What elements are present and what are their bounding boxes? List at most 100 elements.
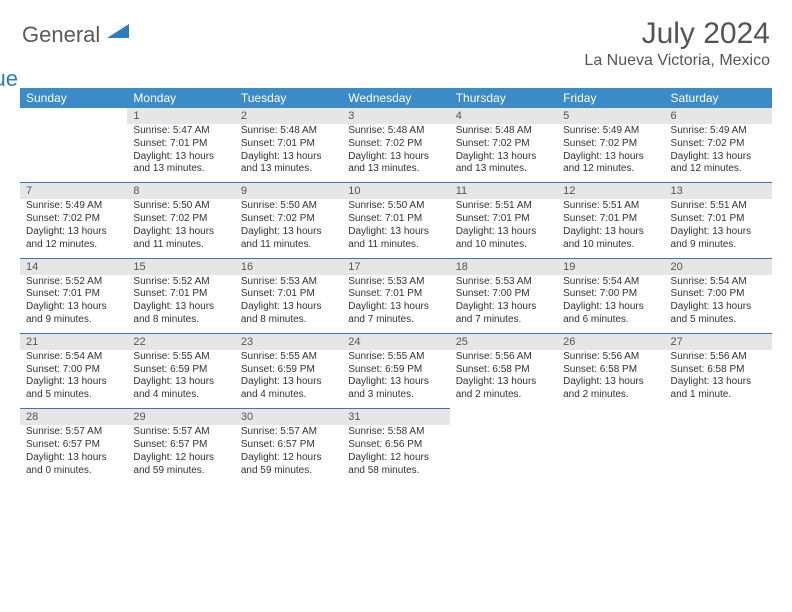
sunset-line: Sunset: 7:01 PM — [671, 213, 766, 226]
sunset-line: Sunset: 7:02 PM — [563, 138, 658, 151]
calendar-day-cell: 28Sunrise: 5:57 AMSunset: 6:57 PMDayligh… — [20, 408, 127, 483]
calendar-day-cell: 17Sunrise: 5:53 AMSunset: 7:01 PMDayligh… — [342, 258, 449, 333]
day-number: 1 — [127, 108, 234, 124]
day-body: Sunrise: 5:50 AMSunset: 7:02 PMDaylight:… — [127, 200, 234, 251]
daylight-line-1: Daylight: 13 hours — [671, 226, 766, 239]
day-number: 11 — [450, 182, 557, 199]
day-body: Sunrise: 5:57 AMSunset: 6:57 PMDaylight:… — [127, 426, 234, 477]
daylight-line-1: Daylight: 13 hours — [26, 376, 121, 389]
daylight-line-1: Daylight: 13 hours — [26, 452, 121, 465]
sunset-line: Sunset: 7:01 PM — [26, 288, 121, 301]
daylight-line-1: Daylight: 13 hours — [26, 226, 121, 239]
daylight-line-1: Daylight: 13 hours — [133, 376, 228, 389]
day-body: Sunrise: 5:58 AMSunset: 6:56 PMDaylight:… — [342, 426, 449, 477]
calendar-day-cell: 31Sunrise: 5:58 AMSunset: 6:56 PMDayligh… — [342, 408, 449, 483]
daylight-line-2: and 13 minutes. — [133, 163, 228, 176]
day-body: Sunrise: 5:55 AMSunset: 6:59 PMDaylight:… — [342, 351, 449, 402]
calendar-day-cell: 20Sunrise: 5:54 AMSunset: 7:00 PMDayligh… — [665, 258, 772, 333]
sunrise-line: Sunrise: 5:48 AM — [348, 125, 443, 138]
day-body: Sunrise: 5:55 AMSunset: 6:59 PMDaylight:… — [235, 351, 342, 402]
daylight-line-1: Daylight: 12 hours — [348, 452, 443, 465]
sunrise-line: Sunrise: 5:50 AM — [133, 200, 228, 213]
daylight-line-2: and 2 minutes. — [456, 389, 551, 402]
day-number: 21 — [20, 333, 127, 350]
calendar-day-cell: 6Sunrise: 5:49 AMSunset: 7:02 PMDaylight… — [665, 108, 772, 182]
sunset-line: Sunset: 7:02 PM — [26, 213, 121, 226]
sunset-line: Sunset: 6:58 PM — [456, 364, 551, 377]
weekday-header: Thursday — [450, 88, 557, 108]
day-number: 19 — [557, 258, 664, 275]
daylight-line-2: and 6 minutes. — [563, 314, 658, 327]
calendar-table: SundayMondayTuesdayWednesdayThursdayFrid… — [20, 88, 772, 483]
daylight-line-2: and 11 minutes. — [133, 239, 228, 252]
daylight-line-2: and 10 minutes. — [456, 239, 551, 252]
day-body: Sunrise: 5:55 AMSunset: 6:59 PMDaylight:… — [127, 351, 234, 402]
sunset-line: Sunset: 7:01 PM — [241, 288, 336, 301]
daylight-line-1: Daylight: 13 hours — [563, 301, 658, 314]
calendar-day-cell: 29Sunrise: 5:57 AMSunset: 6:57 PMDayligh… — [127, 408, 234, 483]
daylight-line-1: Daylight: 13 hours — [671, 151, 766, 164]
day-number: 27 — [665, 333, 772, 350]
weekday-header: Tuesday — [235, 88, 342, 108]
sunset-line: Sunset: 7:01 PM — [133, 288, 228, 301]
sunset-line: Sunset: 7:01 PM — [133, 138, 228, 151]
sunset-line: Sunset: 7:01 PM — [348, 213, 443, 226]
calendar-day-cell: 25Sunrise: 5:56 AMSunset: 6:58 PMDayligh… — [450, 333, 557, 408]
sunset-line: Sunset: 7:00 PM — [26, 364, 121, 377]
calendar-day-cell: 16Sunrise: 5:53 AMSunset: 7:01 PMDayligh… — [235, 258, 342, 333]
calendar-day-cell: 27Sunrise: 5:56 AMSunset: 6:58 PMDayligh… — [665, 333, 772, 408]
day-body: Sunrise: 5:57 AMSunset: 6:57 PMDaylight:… — [20, 426, 127, 477]
day-number: 16 — [235, 258, 342, 275]
sunrise-line: Sunrise: 5:53 AM — [241, 276, 336, 289]
daylight-line-1: Daylight: 13 hours — [348, 301, 443, 314]
sunrise-line: Sunrise: 5:57 AM — [241, 426, 336, 439]
weekday-row: SundayMondayTuesdayWednesdayThursdayFrid… — [20, 88, 772, 108]
sunset-line: Sunset: 7:00 PM — [671, 288, 766, 301]
day-body: Sunrise: 5:47 AMSunset: 7:01 PMDaylight:… — [127, 125, 234, 176]
calendar-week-row: 14Sunrise: 5:52 AMSunset: 7:01 PMDayligh… — [20, 258, 772, 333]
day-body: Sunrise: 5:50 AMSunset: 7:02 PMDaylight:… — [235, 200, 342, 251]
daylight-line-2: and 5 minutes. — [671, 314, 766, 327]
weekday-header: Wednesday — [342, 88, 449, 108]
title-block: July 2024 La Nueva Victoria, Mexico — [584, 18, 770, 70]
sunrise-line: Sunrise: 5:49 AM — [26, 200, 121, 213]
sunset-line: Sunset: 6:56 PM — [348, 439, 443, 452]
sunset-line: Sunset: 7:02 PM — [241, 213, 336, 226]
day-body: Sunrise: 5:53 AMSunset: 7:00 PMDaylight:… — [450, 276, 557, 327]
day-number: 28 — [20, 408, 127, 425]
daylight-line-1: Daylight: 13 hours — [456, 226, 551, 239]
weekday-header: Saturday — [665, 88, 772, 108]
day-body: Sunrise: 5:49 AMSunset: 7:02 PMDaylight:… — [557, 125, 664, 176]
sunrise-line: Sunrise: 5:54 AM — [26, 351, 121, 364]
calendar-week-row: 1Sunrise: 5:47 AMSunset: 7:01 PMDaylight… — [20, 108, 772, 182]
daylight-line-2: and 10 minutes. — [563, 239, 658, 252]
daylight-line-1: Daylight: 12 hours — [241, 452, 336, 465]
sunrise-line: Sunrise: 5:57 AM — [26, 426, 121, 439]
daylight-line-1: Daylight: 13 hours — [456, 151, 551, 164]
sunrise-line: Sunrise: 5:51 AM — [671, 200, 766, 213]
daylight-line-2: and 4 minutes. — [133, 389, 228, 402]
calendar-week-row: 21Sunrise: 5:54 AMSunset: 7:00 PMDayligh… — [20, 333, 772, 408]
daylight-line-2: and 12 minutes. — [26, 239, 121, 252]
sunset-line: Sunset: 7:02 PM — [456, 138, 551, 151]
sunrise-line: Sunrise: 5:56 AM — [456, 351, 551, 364]
daylight-line-1: Daylight: 13 hours — [241, 151, 336, 164]
calendar-day-cell: 7Sunrise: 5:49 AMSunset: 7:02 PMDaylight… — [20, 182, 127, 257]
calendar-empty-cell — [450, 408, 557, 483]
daylight-line-1: Daylight: 13 hours — [563, 151, 658, 164]
day-number: 2 — [235, 108, 342, 124]
calendar-week-row: 7Sunrise: 5:49 AMSunset: 7:02 PMDaylight… — [20, 182, 772, 257]
daylight-line-1: Daylight: 13 hours — [671, 301, 766, 314]
daylight-line-2: and 0 minutes. — [26, 465, 121, 478]
daylight-line-2: and 11 minutes. — [241, 239, 336, 252]
sunrise-line: Sunrise: 5:53 AM — [348, 276, 443, 289]
daylight-line-1: Daylight: 13 hours — [133, 301, 228, 314]
weekday-header: Sunday — [20, 88, 127, 108]
day-number: 5 — [557, 108, 664, 124]
sunset-line: Sunset: 7:01 PM — [563, 213, 658, 226]
day-number: 9 — [235, 182, 342, 199]
sunrise-line: Sunrise: 5:51 AM — [456, 200, 551, 213]
calendar-day-cell: 18Sunrise: 5:53 AMSunset: 7:00 PMDayligh… — [450, 258, 557, 333]
sunrise-line: Sunrise: 5:56 AM — [671, 351, 766, 364]
sunset-line: Sunset: 6:59 PM — [133, 364, 228, 377]
